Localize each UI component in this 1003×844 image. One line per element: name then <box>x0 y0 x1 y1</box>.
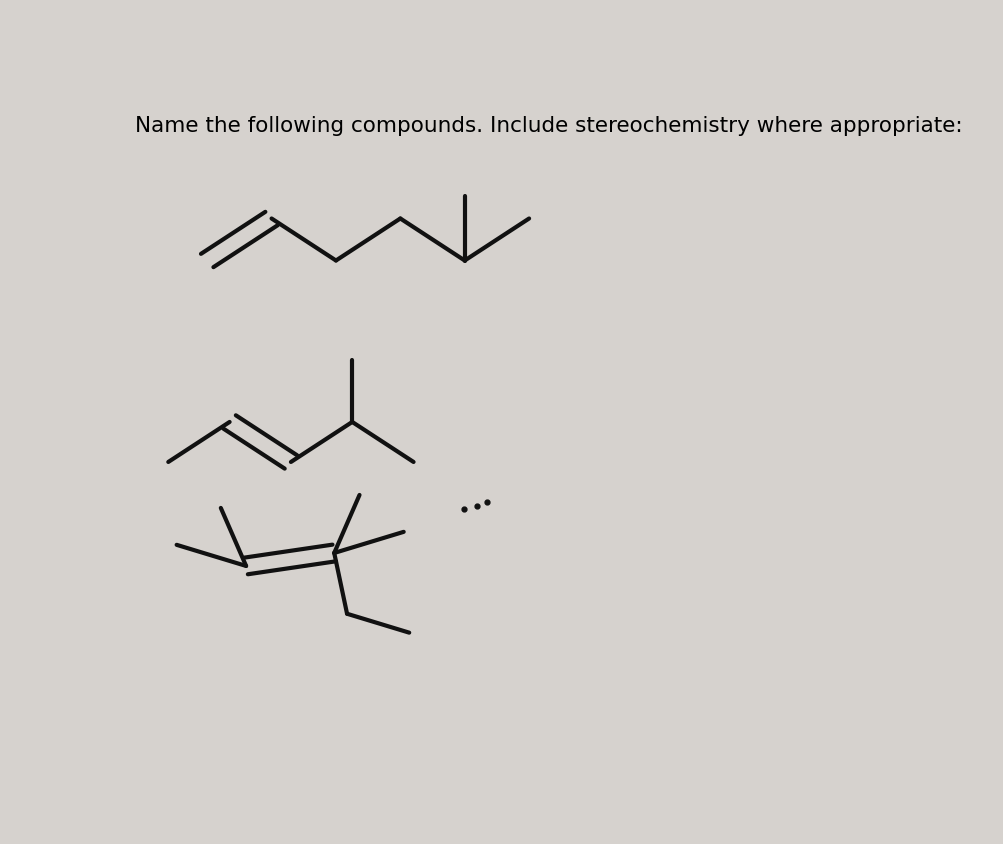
Text: Name the following compounds. Include stereochemistry where appropriate:: Name the following compounds. Include st… <box>134 116 962 136</box>
